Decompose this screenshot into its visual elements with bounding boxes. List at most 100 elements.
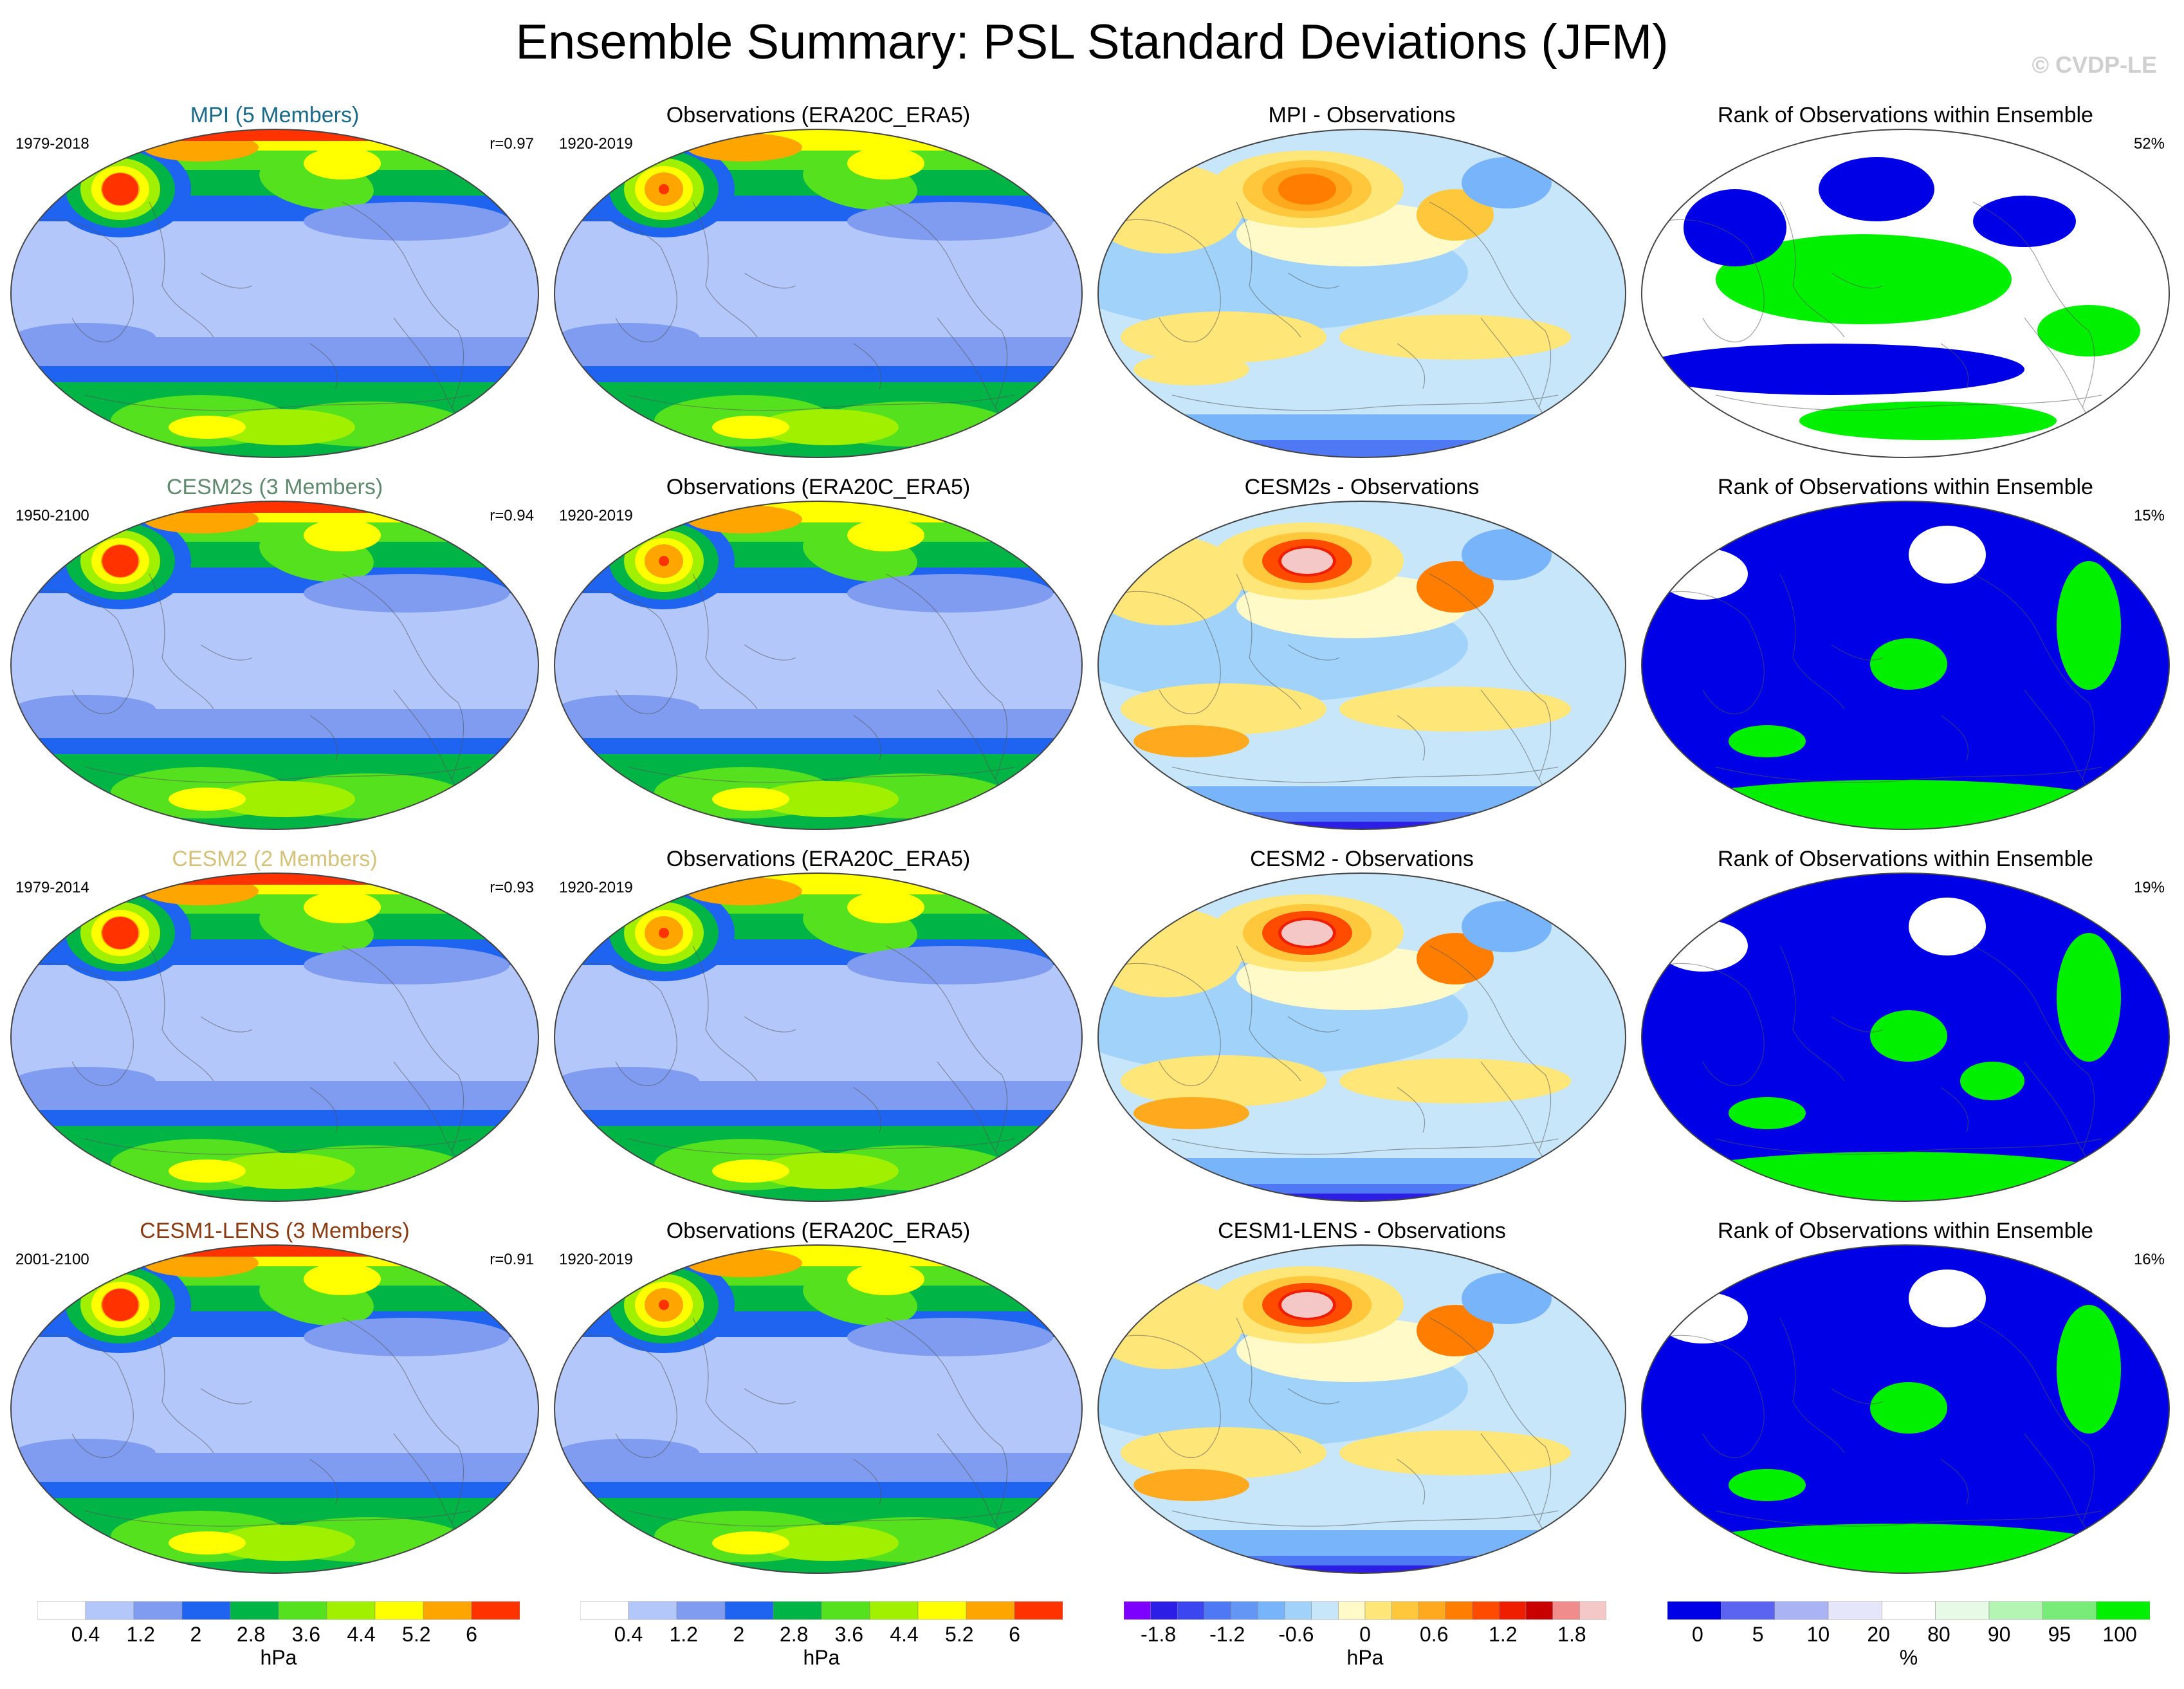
pattern-correlation: r=0.93 — [490, 879, 534, 896]
contour-region — [214, 1525, 355, 1561]
colorbar-swatch — [773, 1601, 822, 1620]
diff-panel-title: CESM1-LENS - Observations — [1218, 1219, 1506, 1243]
colorbar-swatch — [1774, 1601, 1829, 1620]
panel-diff-row-4: CESM1-LENS - Observations — [1095, 1219, 1629, 1579]
pattern-correlation: r=0.91 — [490, 1251, 534, 1268]
model-map — [10, 872, 539, 1202]
colorbar-tick-label: 0.4 — [71, 1623, 100, 1646]
colorbar-swatch — [230, 1601, 279, 1620]
colorbar-tick-label: -0.6 — [1278, 1623, 1314, 1646]
rank-panel-title: Rank of Observations within Ensemble — [1718, 847, 2093, 871]
colorbar-tick-label: 100 — [2102, 1623, 2137, 1646]
colorbar-swatch — [1935, 1601, 1990, 1620]
contour-region — [1642, 344, 2024, 395]
colorbar-swatches — [580, 1601, 1063, 1620]
colorbar-swatch — [1499, 1601, 1527, 1620]
coastlines — [33, 573, 478, 819]
colorbar-swatch — [1721, 1601, 1775, 1620]
rank-panel-title: Rank of Observations within Ensemble — [1718, 475, 2093, 499]
colorbar-swatch — [85, 1601, 134, 1620]
colorbar-swatch — [821, 1601, 870, 1620]
contour-region — [304, 574, 509, 613]
map-outline — [1097, 129, 1626, 458]
contour-region — [1870, 1010, 1947, 1062]
contour-region — [169, 416, 246, 439]
colorbar-unit: hPa — [260, 1646, 297, 1669]
contour-band — [11, 873, 538, 885]
panel-model-row-3: CESM2 (2 Members) 1979-2014 r=0.93 — [8, 847, 542, 1207]
colorbar-swatch — [1311, 1601, 1339, 1620]
contour-region — [712, 1531, 789, 1555]
contour-region — [558, 1439, 699, 1467]
figure-title: Ensemble Summary: PSL Standard Deviation… — [515, 15, 1669, 69]
colorbar-swatch — [1364, 1601, 1392, 1620]
contour-region — [1133, 353, 1249, 385]
colorbar-tick-label: 2 — [733, 1623, 745, 1646]
colorbar-swatch — [1882, 1601, 1936, 1620]
colorbar-tick-label: 0 — [1691, 1623, 1703, 1646]
panel-obs-row-3: Observations (ERA20C_ERA5) 1920-2019 — [551, 847, 1085, 1207]
colorbar-swatch — [1231, 1601, 1258, 1620]
contour-region — [1870, 1382, 1947, 1434]
contour-region — [1121, 1427, 1326, 1479]
period-label: 1920-2019 — [559, 507, 633, 524]
contour-region — [304, 147, 381, 180]
contour-region — [1462, 1273, 1552, 1324]
colorbar-swatch — [1258, 1601, 1285, 1620]
contour-region — [1281, 920, 1333, 946]
colorbar-tick-label: -1.8 — [1140, 1623, 1177, 1646]
period-label: 1920-2019 — [559, 879, 633, 896]
map-outline — [1641, 129, 2170, 458]
contour-region — [1462, 529, 1552, 580]
rank-map — [1641, 129, 2170, 458]
contour-band — [1098, 440, 1626, 457]
contour-region — [757, 409, 899, 445]
contour-region — [1417, 933, 1494, 984]
contour-region — [847, 519, 924, 551]
contour-region — [757, 1525, 899, 1561]
contour-region — [1973, 196, 2076, 247]
map-field — [1642, 129, 2169, 457]
contour-region — [686, 877, 802, 905]
colorbar-swatch — [1150, 1601, 1178, 1620]
map-outline — [1097, 1244, 1626, 1574]
colorbar-swatch — [869, 1601, 919, 1620]
model-map — [10, 1244, 539, 1574]
period-label: 1979-2014 — [15, 879, 89, 896]
contour-region — [1121, 683, 1326, 735]
period-label: 1950-2100 — [15, 507, 89, 524]
contour-region — [169, 1159, 246, 1183]
colorbar-swatch — [1177, 1601, 1205, 1620]
obs-map — [554, 872, 1083, 1202]
map-outline — [554, 872, 1083, 1202]
contour-region — [1121, 1055, 1326, 1107]
colorbar-tick-label: 80 — [1927, 1623, 1950, 1646]
model-map — [10, 129, 539, 458]
colorbar-swatch — [1391, 1601, 1419, 1620]
map-field — [1098, 1245, 1626, 1573]
contour-region — [757, 781, 899, 817]
contour-region — [304, 1263, 381, 1295]
model-panel-title: CESM1-LENS (3 Members) — [140, 1219, 410, 1243]
colorbar-tick-label: 6 — [1009, 1623, 1020, 1646]
model-panel-title: CESM2 (2 Members) — [172, 847, 378, 871]
contour-region — [847, 946, 1053, 984]
contour-region — [214, 1153, 355, 1189]
map-outline — [1641, 501, 2170, 830]
colorbar-swatch — [1338, 1601, 1366, 1620]
contour-band — [11, 1245, 538, 1257]
contour-region — [757, 1153, 899, 1189]
contour-region — [1909, 1269, 1986, 1327]
colorbar-swatch — [1828, 1601, 1882, 1620]
contour-region — [558, 323, 699, 351]
panel-rank-row-2: Rank of Observations within Ensemble 15% — [1638, 475, 2172, 835]
contour-region — [169, 1531, 246, 1555]
colorbar-swatch — [471, 1601, 520, 1620]
diff-panel-title: CESM2 - Observations — [1250, 847, 1474, 871]
colorbar-swatch — [1525, 1601, 1553, 1620]
colorbar-tick-label: -1.2 — [1209, 1623, 1245, 1646]
contour-region — [686, 505, 802, 533]
map-field — [1098, 129, 1626, 457]
colorbar-swatch — [1284, 1601, 1312, 1620]
coastlines — [1120, 201, 1565, 447]
